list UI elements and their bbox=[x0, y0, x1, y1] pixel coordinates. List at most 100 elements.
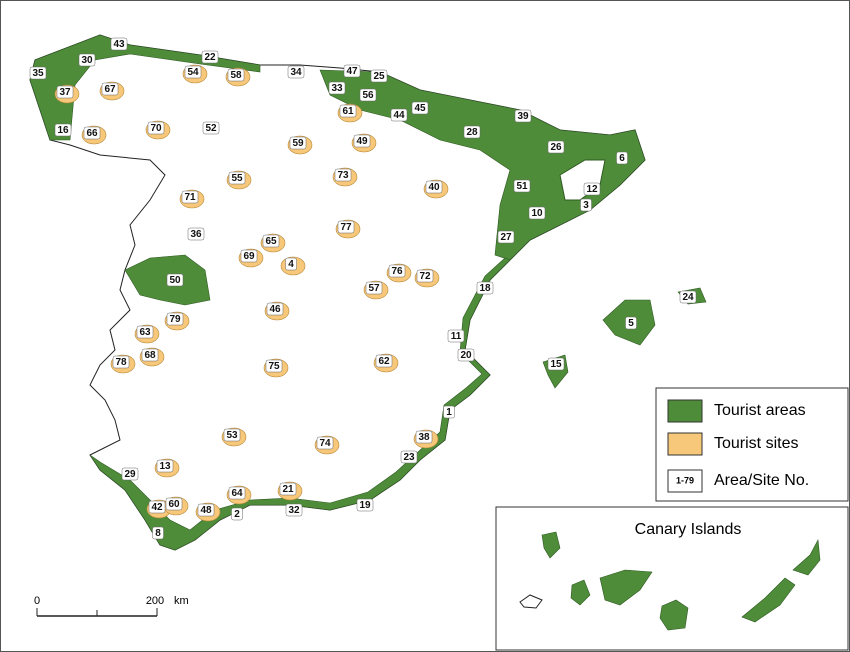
area-label: 77 bbox=[340, 222, 352, 233]
label-box bbox=[148, 500, 166, 514]
label-box bbox=[78, 53, 96, 67]
area-label: 44 bbox=[393, 110, 405, 121]
area-label: 78 bbox=[115, 357, 127, 368]
label-box bbox=[181, 190, 199, 204]
label-box bbox=[136, 325, 154, 339]
label-box bbox=[400, 450, 418, 464]
label-box bbox=[197, 503, 215, 517]
label-box bbox=[547, 140, 565, 154]
area-label: 26 bbox=[550, 142, 562, 153]
area-label: 12 bbox=[586, 184, 598, 195]
area-label: 56 bbox=[362, 90, 374, 101]
area-label: 23 bbox=[403, 452, 415, 463]
area-label: 28 bbox=[466, 127, 478, 138]
area-label: 36 bbox=[190, 229, 202, 240]
label-box bbox=[679, 290, 697, 304]
label-box bbox=[497, 230, 515, 244]
area-label: 74 bbox=[319, 438, 331, 449]
label-box bbox=[457, 348, 475, 362]
label-box bbox=[415, 430, 433, 444]
area-label: 65 bbox=[265, 236, 277, 247]
label-box bbox=[266, 302, 284, 316]
area-label: 76 bbox=[391, 266, 403, 277]
label-box bbox=[625, 316, 637, 330]
area-label: 52 bbox=[205, 123, 217, 134]
area-label: 66 bbox=[86, 128, 98, 139]
label-box bbox=[616, 151, 628, 165]
inset: Canary Islands bbox=[495, 506, 849, 651]
label-box bbox=[265, 359, 283, 373]
area-label: 55 bbox=[231, 173, 243, 184]
area-label: 5 bbox=[628, 318, 634, 329]
label-box bbox=[316, 436, 334, 450]
label-box bbox=[279, 482, 297, 496]
area-label: 1 bbox=[446, 407, 452, 418]
area-label: 27 bbox=[500, 232, 512, 243]
label-box bbox=[370, 69, 388, 83]
area-label: 16 bbox=[57, 125, 69, 136]
label-box bbox=[285, 257, 297, 271]
label-box bbox=[110, 37, 128, 51]
area-label: 57 bbox=[368, 283, 380, 294]
inset-title: Canary Islands bbox=[635, 521, 742, 538]
area-label: 72 bbox=[419, 271, 431, 282]
legend-swatch bbox=[667, 432, 703, 456]
area-label: 6 bbox=[619, 153, 625, 164]
area-label: 51 bbox=[516, 181, 528, 192]
label-box bbox=[447, 329, 465, 343]
area-label: 53 bbox=[226, 430, 238, 441]
legend-label: Area/Site No. bbox=[714, 472, 809, 489]
area-label: 60 bbox=[168, 499, 180, 510]
label-box bbox=[375, 354, 393, 368]
label-box bbox=[328, 81, 346, 95]
legend-label: Tourist areas bbox=[714, 402, 806, 419]
label-box bbox=[156, 459, 174, 473]
label-box bbox=[165, 497, 183, 511]
area-label: 33 bbox=[331, 83, 343, 94]
area-label: 45 bbox=[414, 103, 426, 114]
label-box bbox=[262, 234, 280, 248]
area-label: 24 bbox=[682, 292, 694, 303]
label-box bbox=[339, 104, 357, 118]
scale-tick: 200 bbox=[146, 595, 164, 607]
label-box bbox=[184, 65, 202, 79]
scale-bar: 0 200 km bbox=[34, 595, 189, 617]
scale-tick: 0 bbox=[34, 595, 40, 607]
area-label: 4 bbox=[288, 259, 294, 270]
label-box bbox=[121, 467, 139, 481]
label-box bbox=[443, 405, 455, 419]
area-label: 73 bbox=[337, 170, 349, 181]
area-label: 34 bbox=[290, 67, 302, 78]
label-box bbox=[227, 68, 245, 82]
area-label: 63 bbox=[139, 327, 151, 338]
area-label: 79 bbox=[169, 314, 181, 325]
label-box bbox=[411, 101, 429, 115]
label-box bbox=[580, 198, 592, 212]
area-label: 11 bbox=[451, 331, 462, 342]
label-box bbox=[56, 85, 74, 99]
label-box bbox=[202, 121, 220, 135]
area-label: 22 bbox=[204, 52, 216, 63]
area-label: 20 bbox=[460, 350, 472, 361]
label-box bbox=[356, 498, 374, 512]
area-label: 19 bbox=[359, 500, 371, 511]
label-box bbox=[187, 227, 205, 241]
area-label: 50 bbox=[169, 275, 181, 286]
label-box bbox=[166, 273, 184, 287]
area-label: 71 bbox=[184, 192, 196, 203]
label-box bbox=[29, 66, 47, 80]
legend-label: Tourist sites bbox=[714, 435, 798, 452]
label-box bbox=[583, 182, 601, 196]
area-label: 70 bbox=[150, 123, 162, 134]
label-box bbox=[287, 65, 305, 79]
label-box bbox=[240, 249, 258, 263]
area-label: 75 bbox=[268, 361, 280, 372]
area-label: 37 bbox=[59, 87, 71, 98]
area-label: 43 bbox=[113, 39, 125, 50]
area-label: 15 bbox=[550, 359, 562, 370]
label-box bbox=[101, 82, 119, 96]
label-box bbox=[425, 180, 443, 194]
scale-unit: km bbox=[174, 595, 189, 607]
